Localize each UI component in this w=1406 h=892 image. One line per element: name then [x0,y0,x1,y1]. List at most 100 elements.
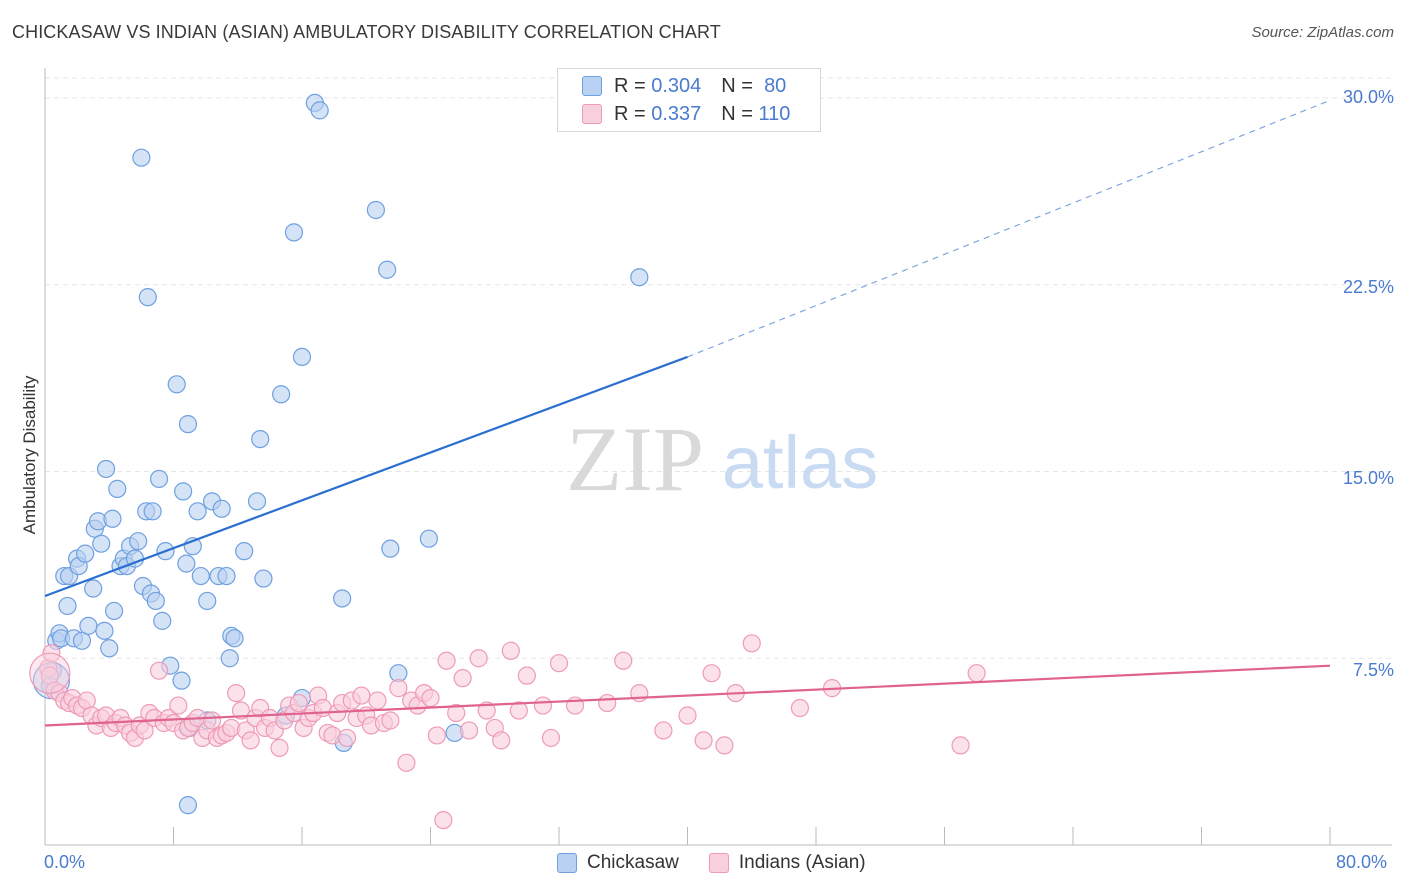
indians-asian-point [533,696,553,715]
chickasaw-point [172,671,191,690]
chickasaw-point [58,596,77,616]
legend-item-indians-asian[interactable]: Indians (Asian) [708,852,866,874]
chart-title: CHICKASAW VS INDIAN (ASIAN) AMBULATORY D… [12,22,721,42]
legend-n-value-indians-asian: 110 [758,102,791,125]
chickasaw-point [198,591,217,611]
axes [44,68,1392,846]
chickasaw-point [284,223,304,242]
chickasaw-point [251,429,270,449]
chickasaw-point [220,649,239,668]
legend-r-label: R = [614,102,646,125]
indians-asian-point [702,664,721,683]
watermark-zip: ZIP [566,408,704,510]
grid-lines [45,77,1392,659]
trend-lines [44,99,1331,727]
chickasaw-point [419,529,438,548]
indians-asian-point [169,696,188,715]
y-tick-label-30: 30.0% [1342,87,1394,107]
indians-asian-point [231,701,251,720]
chickasaw-point [149,469,169,489]
chickasaw-point [132,148,151,167]
chickasaw-point [292,347,312,367]
indians-asian-point [202,711,222,730]
legend-label-chickasaw: Chickasaw [587,852,679,873]
x-tick-label-min: 0.0% [44,852,86,872]
chickasaw-point [235,542,254,561]
chickasaw-point [381,539,400,558]
y-tick-label-7-5: 7.5% [1352,660,1394,680]
indians-asian-point [517,666,536,685]
chickasaw-point [366,200,385,220]
indians-asian-point [352,686,371,705]
indians-asian-point [227,683,246,703]
indians-asian-point [337,728,357,748]
legend-r-value-indians-asian: 0.337 [651,102,702,125]
indians-asian-point [492,731,511,750]
indians-asian-point [951,736,970,755]
indians-asian-point-cluster [29,652,71,694]
chickasaw-point [153,611,172,630]
chickasaw-point [178,415,198,434]
chickasaw-point [333,589,352,608]
chickasaw-point [138,288,157,307]
indians-asian-point [509,701,528,720]
chickasaw-trend-line [44,355,688,598]
indians-asian-point [447,703,466,723]
chickasaw-point [191,566,210,586]
indians-asian-point [654,721,673,740]
indians-asian-point [549,654,569,673]
chickasaw-point [96,459,116,479]
legend-item-chickasaw[interactable]: Chickasaw [557,852,679,874]
x-tick-label-max: 80.0% [1336,852,1388,872]
indians-asian-point [453,669,472,688]
chickasaw-point [188,502,207,521]
legend-r-label: R = [614,74,646,97]
indians-asian-point [694,731,713,750]
chickasaw-trend-extension [687,99,1331,358]
indians-asian-point [477,701,496,720]
indians-asian-point [381,711,400,730]
source-note: Source: ZipAtlas.com [1251,24,1394,41]
indians-asian-point [368,691,387,710]
legend-swatch-chickasaw [557,853,577,873]
legend-n-value-chickasaw: 80 [764,74,787,97]
chickasaw-point [129,532,148,551]
legend-swatch-chickasaw [582,76,602,96]
indians-asian-point [149,661,169,680]
legend-r-value-chickasaw: 0.304 [651,74,702,97]
chickasaw-point [84,579,103,598]
chickasaw-point [108,479,127,498]
chickasaw-point [95,621,114,640]
chickasaw-point [378,260,397,279]
chickasaw-point [167,375,186,394]
indians-asian-point [437,651,456,670]
indians-asian-point [790,698,810,718]
indians-asian-point [241,731,260,750]
chickasaw-point [146,591,165,611]
correlation-legend: R = 0.304 N = 80 R = 0.337 N = 110 [557,68,821,132]
indians-asian-point [270,738,289,757]
legend-row-indians-asian: R = 0.337 N = 110 [582,101,790,127]
indians-asian-point [289,693,308,713]
indians-asian-trend-line [44,664,1331,727]
legend-row-chickasaw: R = 0.304 N = 80 [582,73,786,99]
legend-n-label: N = [721,74,753,97]
chickasaw-point [310,101,329,120]
indians-asian-point [967,664,986,683]
indians-asian-point [715,736,734,755]
chickasaw-point [272,385,291,404]
indians-asian-point [397,753,416,772]
y-tick-label-15: 15.0% [1342,468,1394,488]
chickasaw-point [217,566,236,586]
chickasaw-point [178,796,198,815]
y-tick-label-22-5: 22.5% [1342,277,1394,297]
series-legend: Chickasaw Indians (Asian) [557,852,896,874]
chickasaw-point [630,268,649,287]
legend-swatch-indians-asian [708,853,729,873]
legend-n-label: N = [721,102,753,125]
indians-asian-point [421,688,440,708]
legend-swatch-indians-asian [582,104,602,124]
indians-asian-points [29,634,986,830]
indians-asian-point [427,726,447,745]
